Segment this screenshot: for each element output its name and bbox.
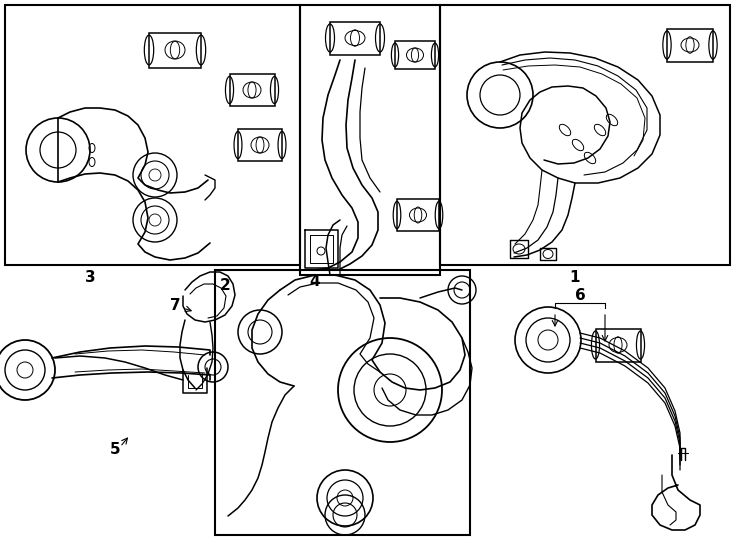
Text: 3: 3 [84,271,95,286]
Text: 7: 7 [170,298,181,313]
Text: 1: 1 [570,271,581,286]
Text: 6: 6 [575,287,586,302]
Text: 4: 4 [310,274,320,289]
Text: 5: 5 [109,442,120,457]
Text: 2: 2 [219,278,230,293]
